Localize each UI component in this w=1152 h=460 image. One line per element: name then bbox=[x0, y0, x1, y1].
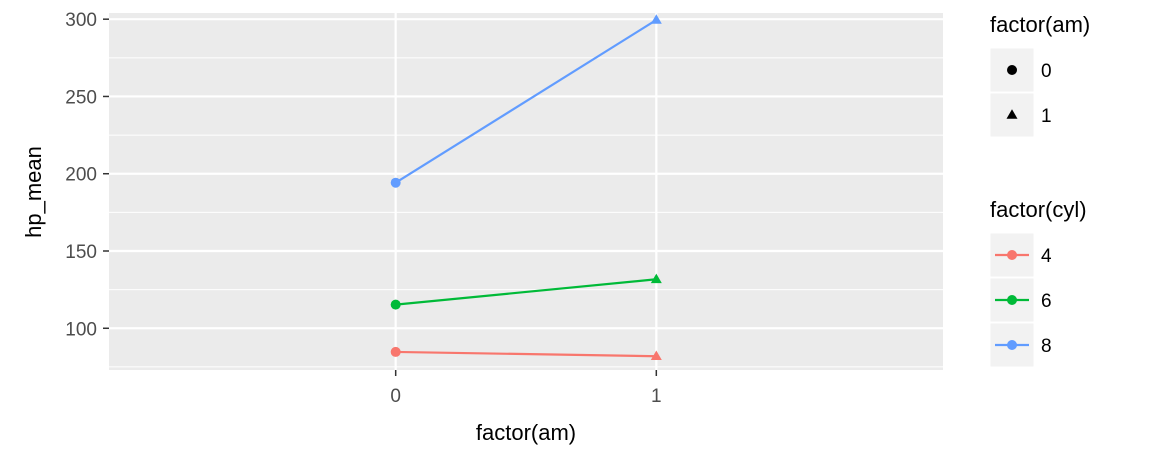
legend-item: 8 bbox=[989, 322, 1052, 368]
series-8 bbox=[390, 14, 662, 188]
legend-item: 6 bbox=[989, 277, 1052, 323]
x-tick-label: 1 bbox=[651, 386, 662, 407]
legend-item: 0 bbox=[989, 47, 1052, 93]
circle-icon bbox=[1007, 250, 1017, 260]
y-tick-label: 100 bbox=[65, 319, 97, 340]
series-line bbox=[395, 350, 657, 358]
series-6 bbox=[390, 273, 662, 310]
legend-title: factor(am) bbox=[990, 12, 1090, 37]
y-axis: 100 150 200 250 300 bbox=[65, 10, 109, 340]
series-4 bbox=[390, 346, 662, 361]
data-point bbox=[650, 273, 662, 284]
legend-label: 4 bbox=[1041, 246, 1052, 267]
minor-gridlines bbox=[109, 57, 943, 368]
circle-icon bbox=[1007, 295, 1017, 305]
x-axis-title: factor(am) bbox=[476, 420, 576, 445]
legend-item: 4 bbox=[989, 232, 1052, 278]
x-tick-label: 0 bbox=[390, 386, 401, 407]
circle-icon bbox=[1007, 340, 1017, 350]
y-tick-label: 150 bbox=[65, 242, 97, 263]
series-line bbox=[395, 278, 657, 306]
y-tick-label: 300 bbox=[65, 10, 97, 31]
series-layer bbox=[390, 14, 662, 361]
y-tick-label: 250 bbox=[65, 87, 97, 108]
legend-label: 1 bbox=[1041, 106, 1052, 127]
legend-title: factor(cyl) bbox=[990, 197, 1087, 222]
data-point bbox=[390, 177, 401, 188]
legend-label: 0 bbox=[1041, 61, 1052, 82]
data-point bbox=[650, 14, 662, 24]
legend-item: 1 bbox=[989, 92, 1052, 138]
legends: factor(am) 0 1 factor(cyl) 4 6 8 bbox=[989, 12, 1090, 368]
circle-icon bbox=[1007, 65, 1017, 75]
plot-panel bbox=[109, 13, 943, 370]
series-line bbox=[395, 19, 657, 184]
legend-shape: factor(am) 0 1 bbox=[989, 12, 1090, 138]
data-point bbox=[390, 299, 401, 310]
y-tick-label: 200 bbox=[65, 165, 97, 186]
major-gridlines bbox=[109, 13, 943, 370]
y-axis-title: hp_mean bbox=[21, 146, 46, 238]
data-point bbox=[650, 350, 662, 361]
triangle-icon bbox=[1006, 109, 1018, 119]
data-point bbox=[390, 346, 401, 357]
legend-color: factor(cyl) 4 6 8 bbox=[989, 197, 1087, 368]
legend-label: 8 bbox=[1041, 336, 1052, 357]
legend-label: 6 bbox=[1041, 291, 1052, 312]
